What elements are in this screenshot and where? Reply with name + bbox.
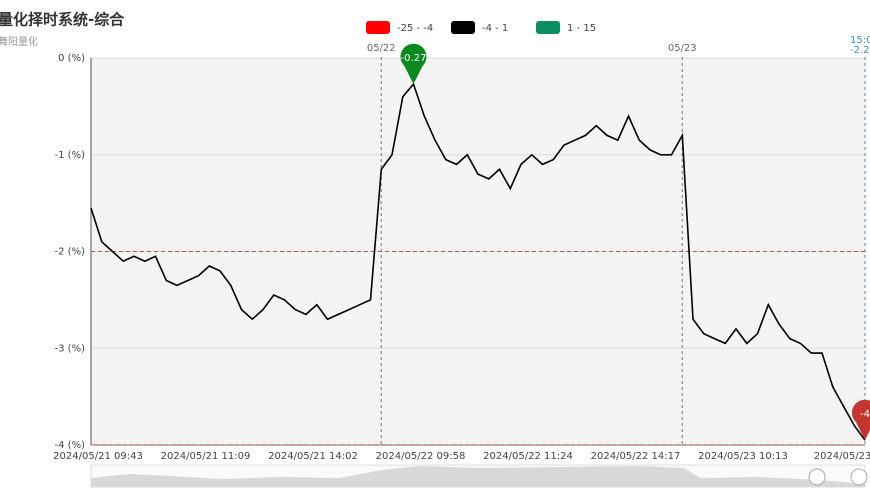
top-tick-label: 15:0 bbox=[850, 35, 870, 46]
x-tick-label: 2024/05/21 09:43 bbox=[53, 451, 143, 462]
x-tick-label: 2024/05/21 11:09 bbox=[161, 451, 251, 462]
x-tick-label: 2024/05/22 09:58 bbox=[376, 451, 466, 462]
x-tick-label: 2024/05/23 10:13 bbox=[698, 451, 788, 462]
y-tick-label: 0 (%) bbox=[58, 53, 85, 64]
zoom-handle[interactable] bbox=[850, 468, 868, 486]
x-tick-label: 2024/05/22 14:17 bbox=[591, 451, 681, 462]
x-tick-label: 2024/05/21 14:02 bbox=[268, 451, 358, 462]
top-tick-label: 05/22 bbox=[367, 43, 396, 54]
legend-swatch bbox=[451, 21, 475, 34]
x-tick-label: 2024/05/23 13 bbox=[814, 451, 870, 462]
zoom-handle[interactable] bbox=[808, 468, 826, 486]
legend-label: -25 - -4 bbox=[397, 23, 433, 34]
x-tick-label: 2024/05/22 11:24 bbox=[483, 451, 573, 462]
mark-point-label: -0.27 bbox=[401, 53, 427, 64]
data-zoom[interactable] bbox=[90, 464, 868, 488]
zoom-preview bbox=[91, 466, 865, 487]
chart-subtitle: 舞阳量化 bbox=[0, 35, 38, 48]
top-tick-label: 05/23 bbox=[668, 43, 697, 54]
legend-swatch bbox=[536, 21, 560, 34]
mark-point bbox=[852, 399, 870, 441]
legend-label: 1 - 15 bbox=[567, 23, 596, 34]
line-series bbox=[90, 82, 866, 441]
legend-swatch bbox=[366, 21, 390, 34]
legend-label: -4 - 1 bbox=[482, 23, 508, 34]
mark-point bbox=[400, 43, 427, 85]
chart-title: 量化择时系统-综合 bbox=[0, 11, 125, 29]
y-tick-label: -4 (%) bbox=[55, 440, 86, 451]
y-tick-label: -1 (%) bbox=[55, 150, 86, 161]
mark-point-label: -4 bbox=[860, 409, 870, 420]
y-tick-label: -3 (%) bbox=[55, 343, 86, 354]
pointer-label: -2.25 bbox=[850, 45, 870, 56]
y-tick-label: -2 (%) bbox=[55, 247, 86, 258]
